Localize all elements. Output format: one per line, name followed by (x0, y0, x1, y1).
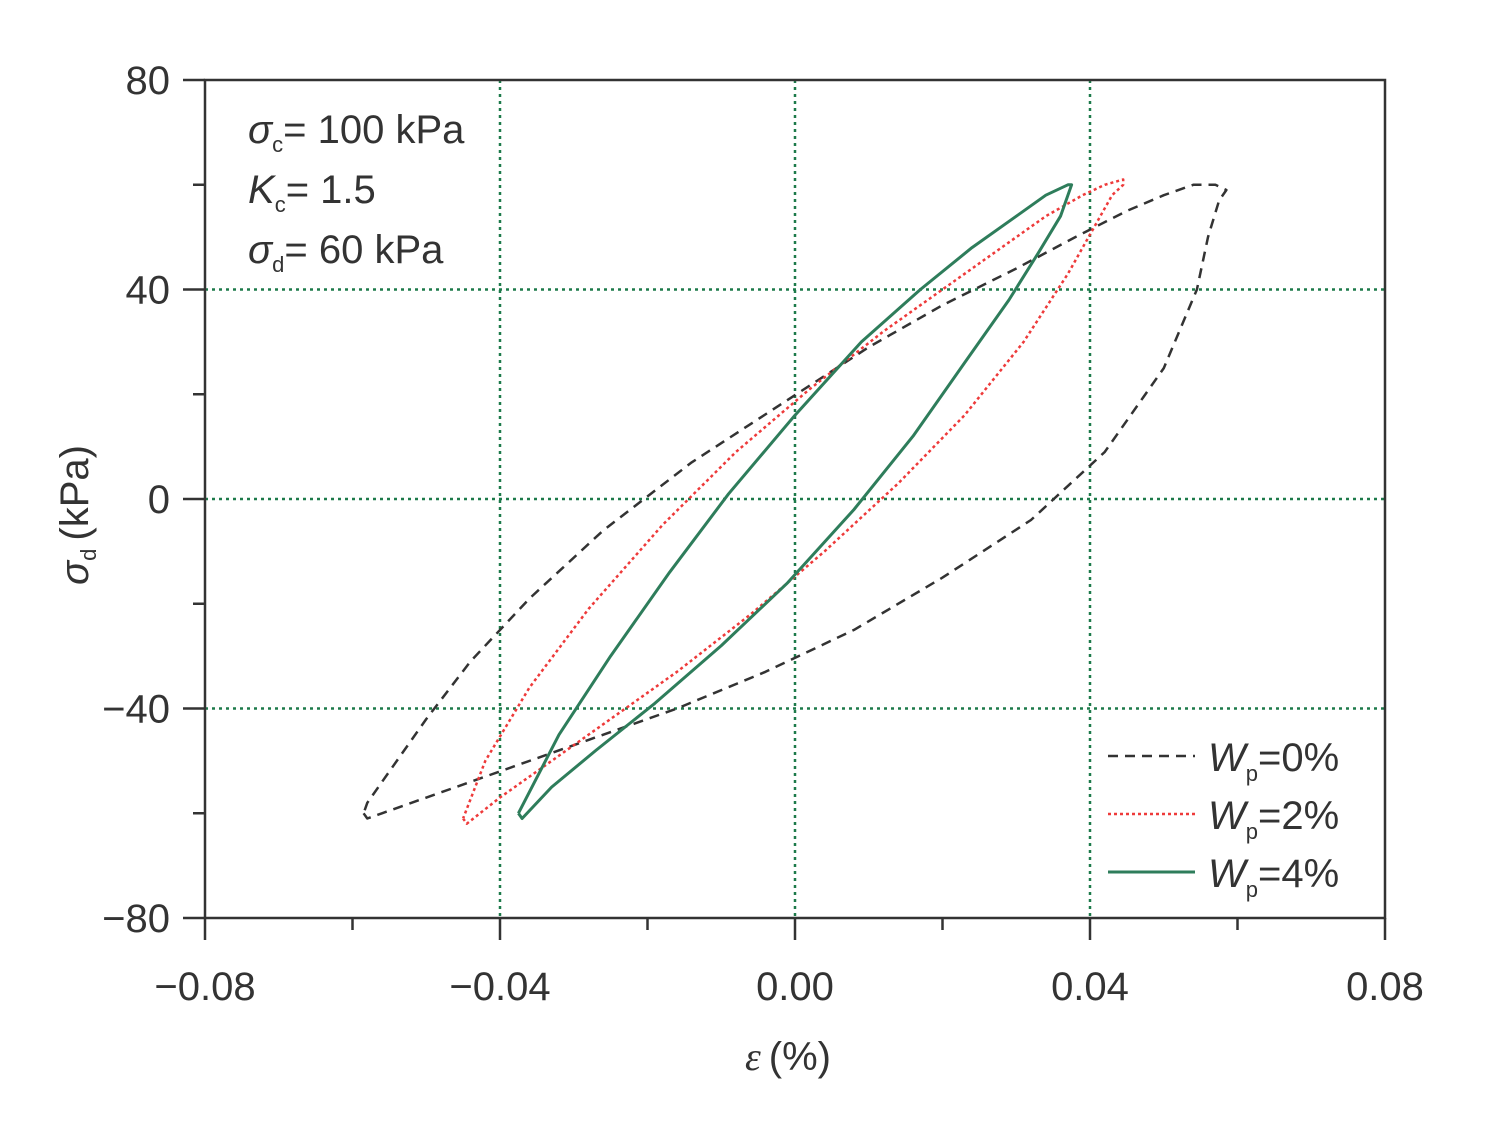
y-tick-label: −80 (102, 897, 170, 941)
tick-labels: −0.08 −0.04 0.00 0.04 0.08 −80 −40 0 40 80 (102, 59, 1424, 1009)
legend: Wp=0% Wp=2% Wp=4% (1108, 736, 1339, 902)
legend-label-wp-2: Wp=2% (1208, 794, 1339, 844)
legend-label-wp-0: Wp=0% (1208, 736, 1339, 786)
y-tick-label: 80 (126, 59, 171, 103)
legend-label-wp-4: Wp=4% (1208, 852, 1339, 902)
y-axis-title: σd(kPa) (53, 445, 101, 585)
annotation-consolidation-ratio: Kc= 1.5 (248, 168, 376, 217)
x-tick-label: 0.00 (756, 965, 834, 1009)
x-tick-label: 0.04 (1051, 965, 1129, 1009)
grid (205, 80, 1385, 918)
x-axis-title: ε (%) (745, 1034, 831, 1079)
plot-series (362, 178, 1228, 825)
y-tick-label: −40 (102, 688, 170, 732)
annotation-deviator-stress: σd= 60 kPa (248, 228, 444, 277)
y-tick-label: 0 (148, 478, 170, 522)
x-tick-label: −0.04 (449, 965, 550, 1009)
x-tick-label: 0.08 (1346, 965, 1424, 1009)
y-tick-label: 40 (126, 269, 171, 313)
annotation-confining-pressure: σc= 100 kPa (248, 108, 465, 157)
series-line-wp-2- (461, 178, 1125, 825)
annotation-box: σc= 100 kPa Kc= 1.5 σd= 60 kPa (248, 108, 465, 277)
axis-ticks (183, 78, 1387, 940)
series-line-wp-4- (517, 183, 1074, 820)
series-line-wp-0- (362, 183, 1228, 820)
x-tick-label: −0.08 (154, 965, 255, 1009)
